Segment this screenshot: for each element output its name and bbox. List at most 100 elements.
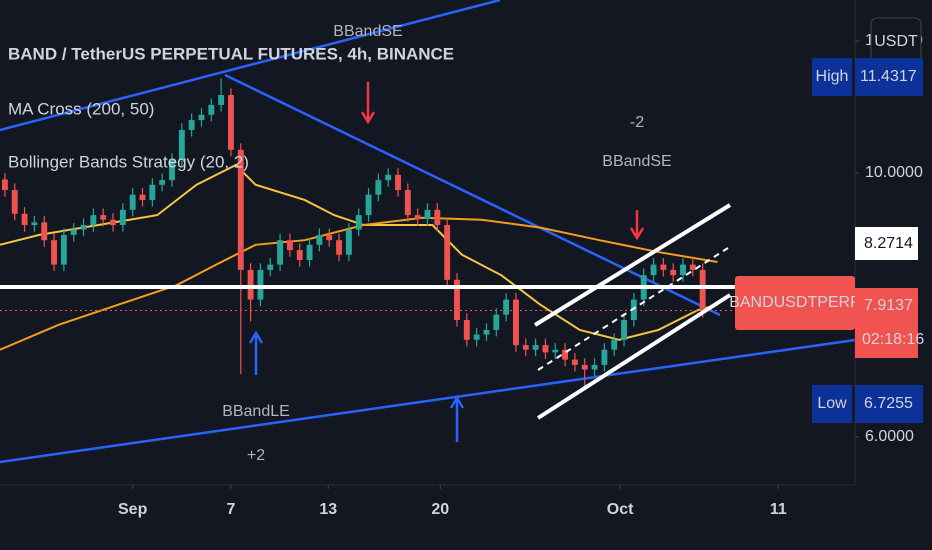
candle-body [522,345,529,350]
symbol: BANDUSDTPERP [729,294,861,311]
candle-body [119,209,126,226]
candle-body [454,279,460,321]
candle-body [345,229,352,255]
candle-body [188,120,195,130]
candle-body [11,190,18,214]
candle-body [689,264,696,270]
candle-body [247,269,254,300]
candle-body [286,240,293,251]
x-tick-label: Oct [607,501,634,518]
last-price-tag [855,288,918,358]
candle-body [395,174,401,191]
trend-line [0,338,856,464]
candle-body [483,329,490,335]
channel-line [533,203,732,327]
candle-body [611,339,618,350]
candle-body [306,244,313,260]
candle-body [60,234,67,265]
candle-body [473,334,480,340]
candle-body [404,190,411,216]
candle-body [621,320,627,340]
indicator-label: Bollinger Bands Strategy (20, 2) [8,152,249,171]
candle-body [267,264,274,270]
candle-body [493,314,500,330]
candle-body [208,104,215,115]
candle-body [385,174,392,181]
x-tick-label: Sep [118,501,148,518]
candle-body [601,349,608,365]
candle-body [228,95,234,150]
candle-body [316,234,323,245]
chart-title: BAND / TetherUS PERPETUAL FUTURES, 4h, B… [8,44,454,63]
high-price-tag [855,58,923,96]
x-tick-label: 20 [431,501,449,518]
candle-body [139,194,146,200]
candle-body [257,269,264,300]
signal-label: BBandSE [602,153,671,170]
x-tick-label: 13 [319,501,337,518]
low-price: 6.7255 [864,395,913,412]
candle-body [1,179,8,191]
candle-body [218,95,225,105]
candle-body [424,209,431,220]
candle-body [41,222,48,241]
candle-body [365,194,372,216]
candle-body [562,349,569,360]
candle-body [571,359,578,365]
candle-body [552,349,559,353]
candle-body [296,250,303,260]
candle-body [630,299,637,321]
candle-body [90,215,97,226]
candle-body [650,264,657,276]
signal-label: -2 [630,114,644,131]
y-tick-label: 6.0000 [865,428,914,445]
low-tag-label: Low [817,395,847,412]
countdown: 02:18:16 [862,331,924,348]
x-tick-label: 11 [770,501,787,518]
sell-arrow [629,210,645,241]
candle-body [503,299,510,315]
candle-body [129,194,136,210]
candle-body [326,234,333,241]
channel-line [536,293,732,420]
candle-body [660,264,667,270]
currency[interactable]: USDT [874,33,918,50]
candle-body [513,299,519,346]
level-tag [855,227,918,260]
candle-body [463,320,470,340]
plot [0,78,855,389]
symbol-tag [735,276,855,330]
candle-body [80,225,87,230]
trend-line [224,73,721,317]
candle-body [110,219,116,226]
candle-body [198,114,205,121]
candle-body [414,215,421,220]
candle-body [542,345,549,353]
high-tag [812,58,852,96]
candle-body [444,225,451,280]
buy-arrow [248,330,264,375]
signal-label: BBandLE [222,403,290,420]
candle-body [149,184,156,200]
candle-body [336,240,342,255]
candle-body [31,222,38,226]
overlays: BBandSE -2 BBandSE BBandLE +2 BAND / Tet… [0,23,855,464]
candle-body [100,215,107,220]
candle-body [581,364,588,370]
candle-body [237,149,244,270]
candle-body [277,240,284,265]
candle-body [21,213,28,226]
y-tick-label: 10.0000 [865,164,923,181]
candle-body [355,215,362,230]
high-tag-label: High [816,68,849,85]
candle-body [699,269,706,311]
candle-body [178,129,185,160]
signal-label: BBandSE [333,23,402,40]
sell-arrow [360,82,376,125]
buy-arrow [449,395,465,442]
candle-body [375,180,382,195]
candle-body [591,364,598,370]
high-price: 11.4317 [860,68,917,85]
